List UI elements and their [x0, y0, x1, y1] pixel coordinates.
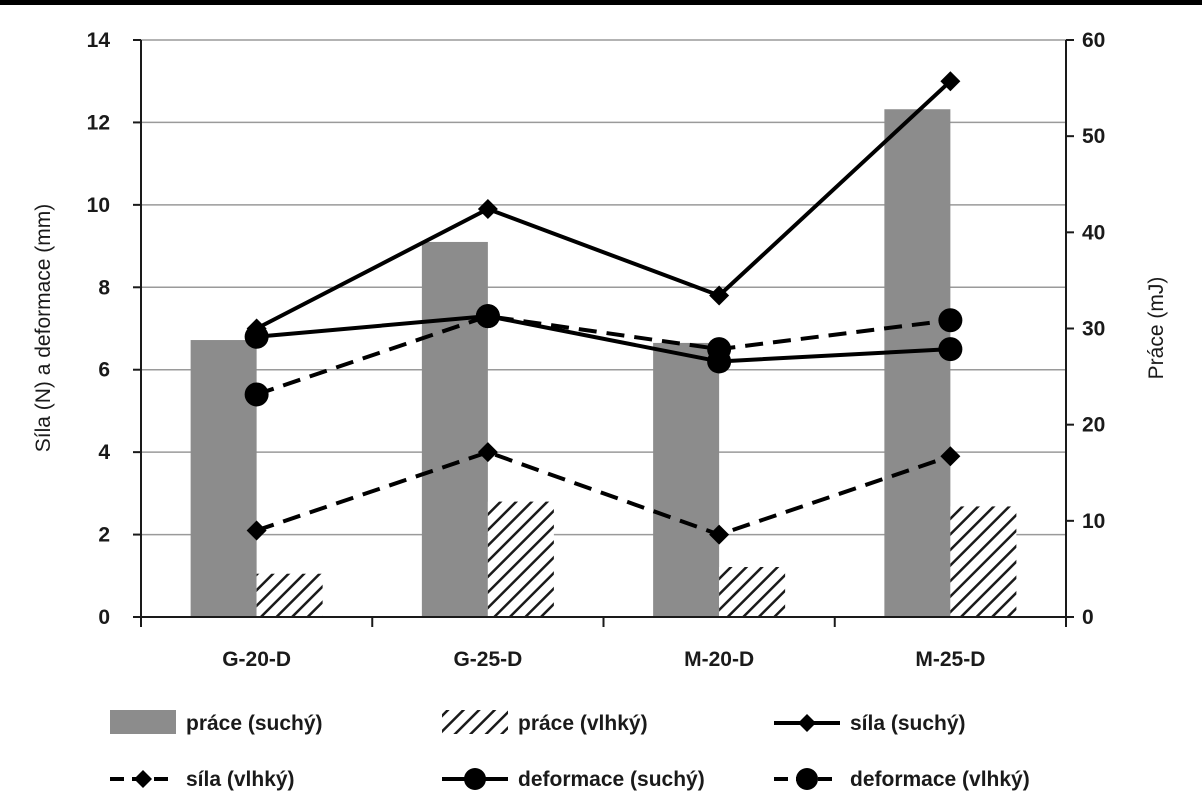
legend-marker [796, 768, 818, 790]
legend-marker [798, 714, 816, 732]
legend-label: síla (suchý) [850, 712, 966, 735]
series-line-deformace-vlhk- [255, 314, 951, 397]
category-label: G-20-D [222, 648, 291, 671]
bar-pr-ce-vlhk--M-20-D [719, 566, 786, 617]
legend-item-deformace-vlhk-: deformace (vlhký) [774, 768, 1030, 791]
point-s-la-vlhk--M-20-D [709, 524, 730, 545]
legend-item-s-la-vlhk-: síla (vlhký) [110, 768, 295, 791]
right-tick-label: 50 [1082, 125, 1105, 148]
right-tick-label: 40 [1082, 221, 1105, 244]
point-deformace-vlhk--G-20-D [244, 382, 269, 407]
legend-label: deformace (vlhký) [850, 768, 1030, 791]
series-line-s-la-vlhk- [255, 450, 952, 537]
right-tick-label: 20 [1082, 414, 1105, 437]
left-tick-label: 8 [98, 276, 110, 299]
left-axis-title: Síla (N) a deformace (mm) [32, 204, 55, 453]
bars [190, 109, 1017, 618]
point-deformace-vlhk--M-25-D [938, 308, 963, 333]
point-deformace-such--G-20-D [244, 324, 269, 349]
legend-marker [134, 770, 152, 788]
point-s-la-such--M-25-D [940, 71, 961, 92]
legend-swatch [442, 710, 508, 734]
left-tick-label: 6 [98, 359, 110, 382]
category-label: G-25-D [453, 648, 522, 671]
legend-item-s-la-such-: síla (suchý) [774, 712, 966, 735]
category-label: M-25-D [915, 648, 985, 671]
left-tick-label: 10 [87, 194, 110, 217]
left-tick-label: 12 [87, 111, 110, 134]
legend-swatch [110, 710, 176, 734]
series-lines [244, 71, 963, 545]
legend-item-pr-ce-such-: práce (suchý) [110, 710, 323, 735]
legend-label: síla (vlhký) [186, 768, 295, 791]
legend: práce (suchý) práce (vlhký) síla (suchý) sí… [110, 710, 1030, 791]
point-s-la-vlhk--G-25-D [477, 442, 498, 463]
series-line-deformace-such- [256, 314, 951, 364]
point-s-la-such--G-25-D [477, 198, 498, 219]
point-s-la-vlhk--M-25-D [940, 446, 961, 467]
legend-item-pr-ce-vlhk-: práce (vlhký) [442, 710, 648, 735]
bar-pr-ce-such--M-25-D [884, 109, 951, 618]
series-line-s-la-such- [255, 79, 952, 331]
gridlines [141, 39, 1066, 536]
bar-pr-ce-such--G-25-D [421, 241, 488, 617]
point-s-la-vlhk--G-20-D [246, 520, 267, 541]
category-label: M-20-D [684, 648, 754, 671]
bar-pr-ce-vlhk--G-25-D [487, 501, 554, 617]
point-s-la-such--M-20-D [709, 285, 730, 306]
legend-label: deformace (suchý) [518, 768, 705, 791]
bar-pr-ce-such--G-20-D [190, 340, 257, 617]
point-deformace-such--M-25-D [938, 337, 963, 362]
left-tick-label: 0 [98, 606, 110, 629]
right-tick-label: 60 [1082, 29, 1105, 52]
combo-chart: 0 2 4 6 8 10 12 14 0 10 20 30 40 50 60 G-20-D G-25-D M-20… [32, 29, 1168, 791]
legend-label: práce (vlhký) [518, 712, 648, 735]
right-tick-label: 10 [1082, 510, 1105, 533]
right-axis-title: Práce (mJ) [1145, 277, 1168, 380]
legend-marker [464, 768, 486, 790]
right-tick-label: 30 [1082, 318, 1105, 341]
left-tick-label: 14 [87, 29, 111, 52]
legend-label: práce (suchý) [186, 712, 323, 735]
legend-item-deformace-such-: deformace (suchý) [442, 768, 705, 791]
bar-pr-ce-vlhk--M-25-D [950, 506, 1017, 617]
axes [133, 39, 1074, 627]
point-deformace-vlhk--G-25-D [475, 304, 500, 329]
point-deformace-vlhk--M-20-D [707, 337, 732, 362]
bar-pr-ce-vlhk--G-20-D [256, 573, 323, 617]
tick-labels: 0 2 4 6 8 10 12 14 0 10 20 30 40 50 60 G-20-D G-25-D M-20… [87, 29, 1106, 671]
left-tick-label: 2 [98, 524, 110, 547]
right-tick-label: 0 [1082, 606, 1094, 629]
left-tick-label: 4 [98, 441, 110, 464]
bar-pr-ce-such--M-20-D [653, 342, 720, 617]
